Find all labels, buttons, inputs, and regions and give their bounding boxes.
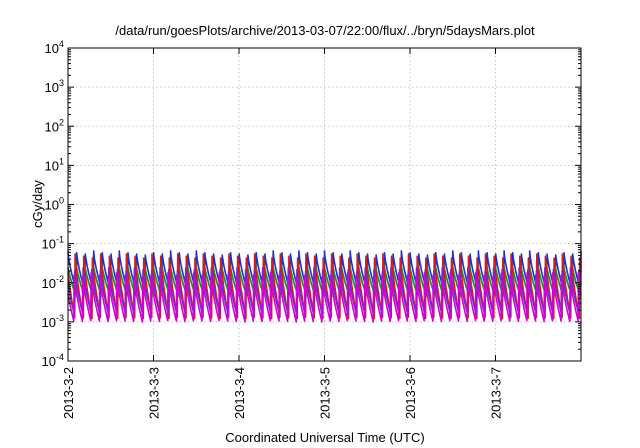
y-tick-label: 102 — [45, 117, 64, 134]
chart-title: /data/run/goesPlots/archive/2013-03-07/2… — [115, 23, 535, 38]
y-tick-label: 104 — [45, 39, 64, 56]
series-line — [67, 267, 582, 316]
y-tick-label: 101 — [45, 156, 64, 173]
y-tick-label: 103 — [45, 78, 64, 95]
axes — [67, 47, 582, 362]
y-axis-label: cGy/day — [30, 180, 45, 228]
x-tick-label: 2013-3-4 — [232, 367, 247, 419]
x-tick-label: 2013-3-5 — [318, 367, 333, 419]
series-line — [67, 253, 582, 320]
x-tick-label: 2013-3-6 — [403, 367, 418, 419]
y-tick-labels: 10-4 10-3 10-2 10-1 100 101 102 103 104 — [42, 39, 64, 369]
series-line — [67, 271, 582, 323]
plot-area — [67, 250, 582, 323]
y-tick-label: 10-3 — [42, 313, 64, 330]
x-tick-label: 2013-3-3 — [147, 367, 162, 419]
x-axis-label: Coordinated Universal Time (UTC) — [225, 430, 424, 445]
y-tick-label: 100 — [45, 196, 64, 213]
grid — [68, 48, 581, 361]
x-tick-labels: 2013-3-2 2013-3-3 2013-3-4 2013-3-5 2013-3-6… — [61, 367, 504, 419]
y-tick-label: 10-4 — [42, 352, 64, 369]
y-tick-label: 10-1 — [42, 235, 64, 252]
y-tick-label: 10-2 — [42, 274, 64, 291]
x-tick-label: 2013-3-2 — [61, 367, 76, 419]
plot-frame — [67, 47, 582, 362]
x-tick-label: 2013-3-7 — [489, 367, 504, 419]
